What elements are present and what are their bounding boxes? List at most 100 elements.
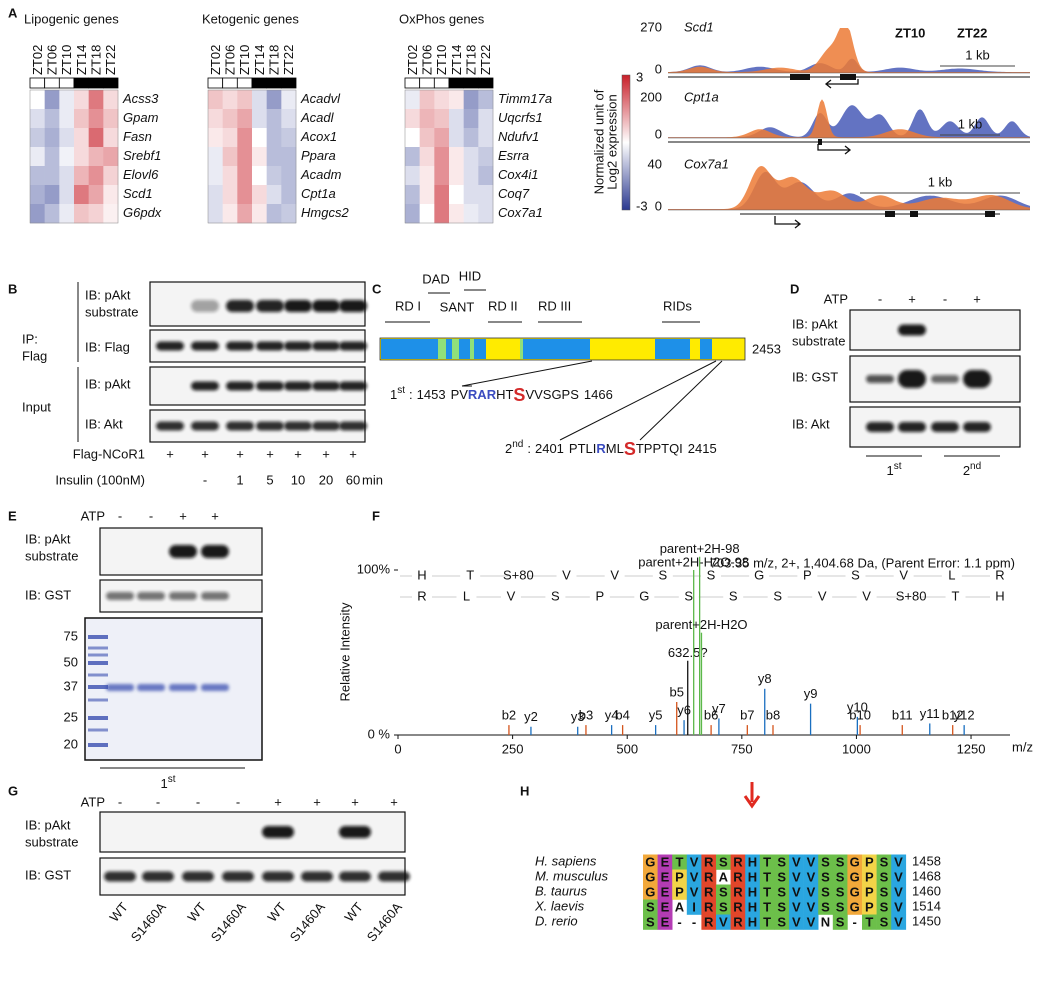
panel-label: B <box>8 281 17 296</box>
light-dark-bar <box>58 77 75 89</box>
residue: V <box>792 854 801 869</box>
blot-label: IB: Akt <box>792 416 830 431</box>
residue-cell <box>862 884 877 900</box>
residue: P <box>675 884 684 899</box>
residue-cell <box>759 869 775 885</box>
residue: S <box>821 869 830 884</box>
peak-label: b8 <box>766 708 780 723</box>
residue-cell <box>832 899 848 915</box>
heatmap-cell <box>208 147 223 167</box>
heatmap-frame <box>404 89 494 224</box>
lane-label: WT <box>184 899 209 924</box>
residue-cell <box>745 884 761 900</box>
atp-label: ATP <box>81 794 105 809</box>
peak-label: b5 <box>669 684 683 699</box>
residue: T <box>763 884 771 899</box>
heatmap-cell <box>237 204 253 224</box>
residue-cell <box>716 884 731 900</box>
heatmap-cell <box>88 166 104 186</box>
residues: PTLI <box>569 441 596 456</box>
residues: R <box>487 387 497 402</box>
heatmap-cell <box>74 147 89 167</box>
blot-label: IB: Flag <box>85 339 130 354</box>
heatmap-cell <box>59 90 75 110</box>
motif-label: DAD <box>422 271 449 286</box>
condition-value: 10 <box>291 472 305 487</box>
condition-value: 1 <box>236 472 243 487</box>
light-dark-bar <box>29 77 46 89</box>
heatmap-cell <box>419 128 435 148</box>
separator: : <box>409 387 413 402</box>
residue-cell <box>891 899 907 915</box>
sequence-residue: T <box>952 588 960 603</box>
timepoint-label: ZT22 <box>478 45 493 75</box>
peak-label: b12 <box>942 708 964 723</box>
atp-value: - <box>156 794 160 809</box>
blot-band <box>284 381 312 391</box>
residue-cell <box>803 869 819 885</box>
residue: G <box>850 854 860 869</box>
light-dark-bar <box>477 77 494 89</box>
timepoint-label: ZT10 <box>59 45 74 75</box>
coverage-zt10 <box>668 105 1030 138</box>
heatmap-cell <box>222 185 238 205</box>
legend-entry: ZT22 <box>957 25 987 40</box>
heatmap-cell <box>478 185 494 205</box>
timepoint-label: ZT02 <box>30 45 45 75</box>
sequence-residue: V <box>562 567 571 582</box>
protein-segment <box>523 339 590 359</box>
blot-label: substrate <box>85 304 138 319</box>
heatmap-cell <box>103 90 119 110</box>
gene-label: Fasn <box>123 129 152 144</box>
sequence-bg <box>604 569 625 583</box>
blot-band <box>931 422 959 432</box>
heatmap-cell <box>30 185 45 205</box>
heatmap-cell <box>74 128 89 148</box>
site-arrow <box>743 782 761 809</box>
heatmap-cell <box>463 128 479 148</box>
peak-label: y4 <box>605 708 619 723</box>
lane-label: WT <box>341 899 366 924</box>
condition-value: + <box>236 446 244 461</box>
blot-band <box>191 421 219 431</box>
peak-label: b6 <box>704 708 718 723</box>
domain-label: RD II <box>488 298 518 313</box>
light-dark-bar <box>222 77 238 89</box>
site-end: 2415 <box>688 441 717 456</box>
sequence-residue: L <box>463 588 470 603</box>
ladder-band <box>88 646 108 650</box>
residue: G <box>850 899 860 914</box>
condition-value: - <box>203 472 207 487</box>
atp-label: ATP <box>81 508 105 523</box>
heatmap-cell <box>449 204 464 224</box>
protein-segment <box>446 339 452 359</box>
protein-segment <box>655 339 690 359</box>
residue-cell <box>862 914 877 930</box>
residue: S <box>880 854 889 869</box>
residue-cell <box>847 854 863 870</box>
site-pointer <box>639 360 723 441</box>
blot-label: substrate <box>792 333 845 348</box>
gene-label: G6pdx <box>123 205 162 220</box>
track-gene: Cpt1a <box>684 89 719 104</box>
blot-band <box>137 592 165 600</box>
track-max: 270 <box>640 19 662 34</box>
blot-band <box>963 370 991 388</box>
blot-band <box>142 871 174 882</box>
heatmap-cell <box>419 147 435 167</box>
residue-cell <box>818 899 834 915</box>
residue-cell <box>862 899 877 915</box>
exon <box>885 211 895 217</box>
sequence-bg <box>797 569 818 583</box>
residue: E <box>661 884 670 899</box>
gene-label: Uqcrfs1 <box>498 110 543 125</box>
panel-label: F <box>372 508 380 523</box>
heatmap-cell <box>222 147 238 167</box>
ordinal-sup: nd <box>512 439 523 450</box>
residue-cell <box>832 854 848 870</box>
blot-frame <box>849 309 1021 351</box>
sequence-residue: H <box>995 588 1004 603</box>
residue-cell <box>730 914 746 930</box>
condition-label: Flag-NCoR1 <box>73 446 145 461</box>
heatmap-cell <box>30 109 45 129</box>
